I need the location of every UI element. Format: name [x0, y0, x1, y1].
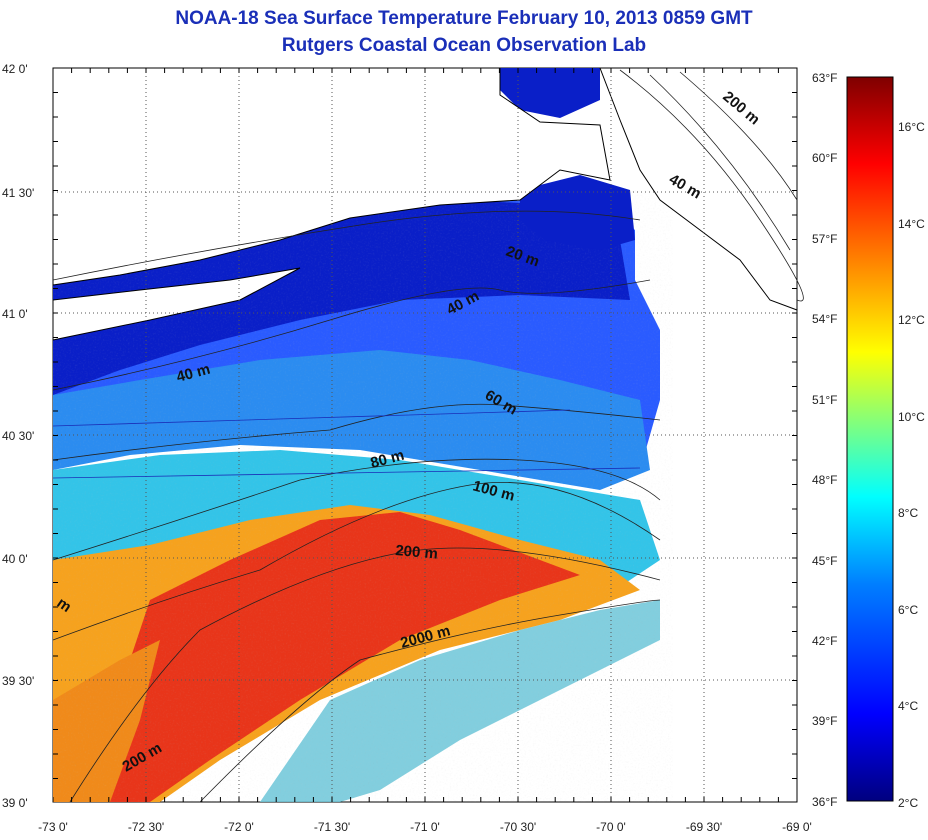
lat-tick-label: 40 30' [2, 429, 35, 443]
colorbar-f-label: 60°F [812, 151, 838, 165]
colorbar-c-label: 4°C [898, 699, 919, 713]
lat-tick-label: 39 30' [2, 674, 35, 688]
lat-tick-label: 42 0' [2, 62, 28, 76]
colorbar-f-label: 57°F [812, 232, 838, 246]
colorbar-c-label: 2°C [898, 796, 919, 810]
lon-tick-label: -72 30' [127, 820, 165, 834]
lon-tick-label: -71 0' [410, 820, 440, 834]
colorbar-f-label: 42°F [812, 634, 838, 648]
lat-tick-label: 41 0' [2, 307, 28, 321]
sst-field [53, 68, 673, 802]
lat-tick-label: 39 0' [2, 796, 28, 810]
colorbar-f-label: 63°F [812, 71, 838, 85]
colorbar-f-label: 36°F [812, 795, 838, 809]
chart-title: NOAA-18 Sea Surface Temperature February… [175, 8, 753, 29]
lon-tick-label: -70 0' [596, 820, 626, 834]
lon-tick-label: -70 30' [499, 820, 537, 834]
bathymetry-contours [52, 69, 804, 803]
lon-tick-label: -73 0' [38, 820, 68, 834]
colorbar [846, 76, 894, 802]
colorbar-f-label: 54°F [812, 312, 838, 326]
colorbar-c-label: 12°C [898, 313, 925, 327]
lon-tick-label: -69 30' [685, 820, 723, 834]
contour-label: 200 m [395, 542, 439, 563]
graticule [53, 68, 797, 802]
colorbar-f-label: 51°F [812, 393, 838, 407]
plot-area: 200 m 40 m 20 m 40 m 40 m 60 m 80 m 100 … [52, 67, 804, 803]
lat-tick-label: 41 30' [2, 186, 35, 200]
lon-tick-label: -72 0' [224, 820, 254, 834]
scan-lines [52, 409, 641, 479]
lon-tick-label: -69 0' [782, 820, 812, 834]
colorbar-c-label: 14°C [898, 217, 925, 231]
colorbar-f-label: 45°F [812, 554, 838, 568]
colorbar-c-label: 6°C [898, 603, 919, 617]
colorbar-f-label: 48°F [812, 473, 838, 487]
colorbar-c-label: 10°C [898, 410, 925, 424]
colorbar-f-label: 39°F [812, 714, 838, 728]
lat-tick-label: 40 0' [2, 552, 28, 566]
colorbar-c-label: 16°C [898, 120, 925, 134]
chart-subtitle: Rutgers Coastal Ocean Observation Lab [281, 35, 647, 56]
lon-tick-label: -71 30' [313, 820, 351, 834]
colorbar-c-label: 8°C [898, 506, 919, 520]
